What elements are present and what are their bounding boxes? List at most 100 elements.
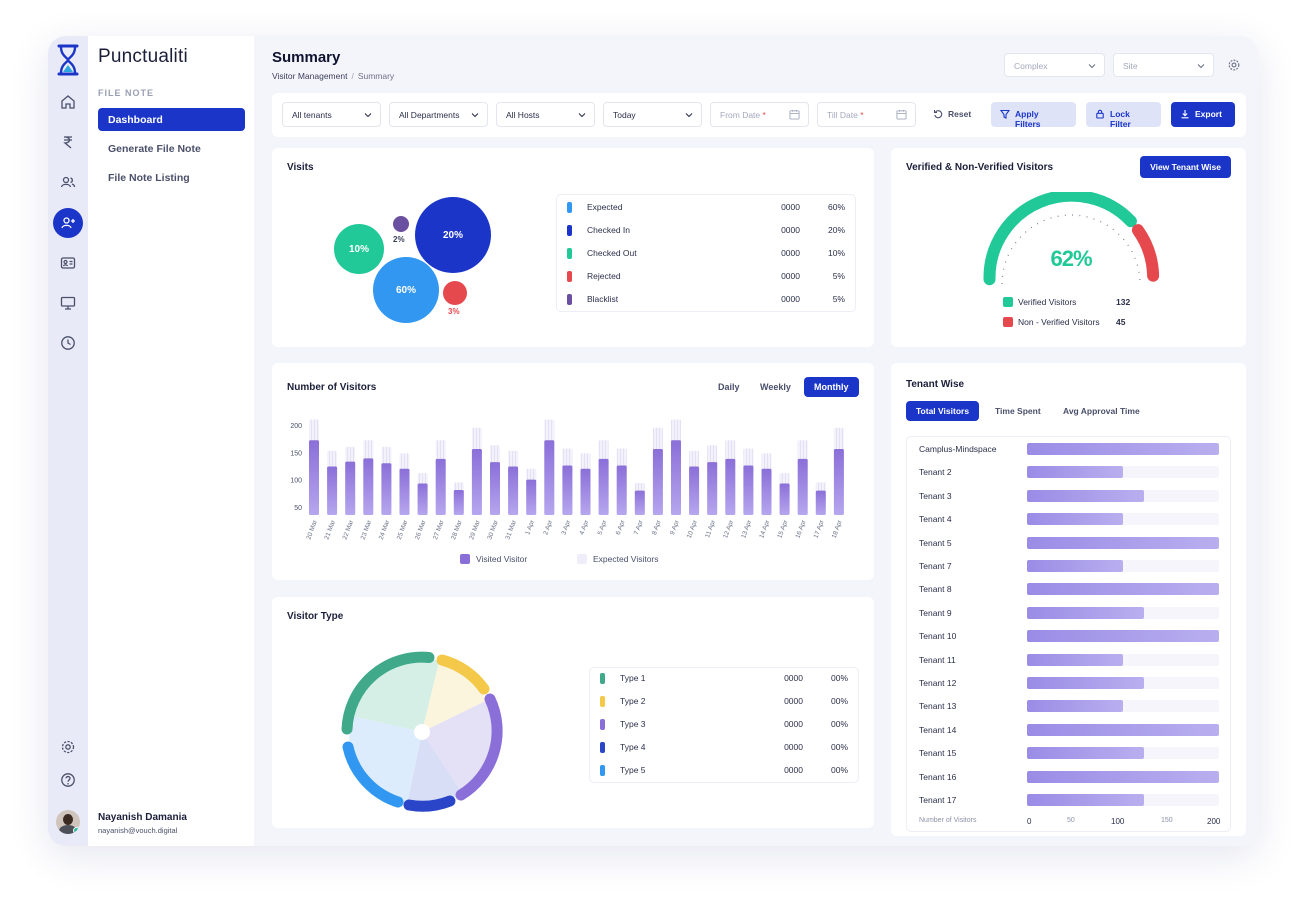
x-tick-label: 12 Apr — [722, 519, 735, 540]
tenant-name: Tenant 17 — [919, 795, 957, 805]
period-select[interactable]: Today — [603, 102, 702, 127]
legend-percent: 00% — [830, 673, 848, 683]
help-icon[interactable] — [58, 770, 78, 790]
legend-value: 132 — [1116, 297, 1131, 307]
legend-swatch — [600, 696, 605, 707]
legend-percent: 5% — [832, 294, 845, 304]
legend-name: Checked Out — [587, 248, 637, 258]
tenant-bar — [1027, 723, 1219, 736]
tenant-bar — [1027, 606, 1145, 619]
till-date-placeholder: Till Date — [827, 110, 858, 120]
tenant-bar — [1027, 677, 1145, 689]
departments-select[interactable]: All Departments — [389, 102, 488, 127]
tenant-bar — [1027, 489, 1145, 502]
bubble-blacklist — [393, 216, 409, 232]
lock-filter-button[interactable]: Lock Filter — [1086, 102, 1161, 129]
settings-icon[interactable] — [58, 737, 78, 757]
till-date-field[interactable]: Till Date * — [817, 102, 916, 127]
legend-swatch — [567, 294, 572, 305]
legend-count: 0000 — [781, 202, 800, 212]
site-select[interactable]: Site — [1113, 53, 1214, 77]
chevron-down-icon — [685, 113, 693, 118]
legend-percent: 20% — [827, 225, 845, 235]
user-avatar[interactable] — [56, 810, 80, 834]
tab-total-visitors[interactable]: Total Visitors — [906, 401, 980, 421]
tab-time-spent[interactable]: Time Spent — [995, 406, 1041, 416]
tenant-name: Tenant 10 — [919, 631, 957, 642]
nav-item-dashboard[interactable]: Dashboard — [98, 108, 245, 131]
visits-title: Visits — [287, 162, 314, 173]
tenant-row: Tenant 7 — [919, 560, 1219, 574]
tab-weekly[interactable]: Weekly — [760, 382, 791, 392]
visited-visitor-bar — [417, 483, 428, 515]
legend-name: Non - Verified Visitors — [1018, 317, 1100, 327]
x-tick-label: 11 Apr — [704, 519, 717, 539]
reset-button[interactable]: Reset — [924, 102, 984, 127]
tenant-bar — [1027, 583, 1219, 596]
monitor-icon[interactable] — [58, 293, 78, 313]
tenant-bar-track — [1027, 630, 1219, 643]
x-tick-label: 17 Apr — [813, 519, 826, 540]
legend-name: Blacklist — [587, 294, 619, 304]
tenants-select[interactable]: All tenants — [282, 102, 381, 127]
view-tenant-wise-button[interactable]: View Tenant Wise — [1140, 156, 1231, 178]
x-tick-label: 10 Apr — [686, 519, 699, 540]
side-navigation: Punctualiti FILE NOTE Dashboard Generate… — [88, 36, 254, 846]
verified-title: Verified & Non-Verified Visitors — [906, 162, 1054, 173]
main-content: Summary Visitor Management / Summary Compl… — [254, 36, 1258, 846]
nav-item-file-note-listing[interactable]: File Note Listing — [108, 172, 190, 184]
x-tick-100: 100 — [1111, 817, 1125, 826]
download-icon — [1181, 110, 1189, 119]
tab-daily[interactable]: Daily — [718, 382, 740, 392]
hosts-select[interactable]: All Hosts — [496, 102, 595, 127]
apply-filters-button[interactable]: Apply Filters — [991, 102, 1076, 129]
tenant-bar — [1027, 466, 1123, 479]
id-card-icon[interactable] — [58, 253, 78, 273]
rupee-icon[interactable] — [58, 132, 78, 152]
visited-visitor-bar — [833, 449, 844, 515]
tenant-name: Tenant 13 — [919, 701, 957, 712]
nav-item-generate-file-note[interactable]: Generate File Note — [108, 143, 201, 155]
tenant-bar-track — [1027, 466, 1219, 479]
visited-visitor-bar — [309, 440, 319, 515]
complex-select[interactable]: Complex — [1004, 53, 1105, 77]
tenant-wise-title: Tenant Wise — [906, 379, 965, 390]
type5-slice — [348, 715, 422, 804]
tenant-row: Tenant 4 — [919, 513, 1219, 527]
export-button[interactable]: Export — [1171, 102, 1235, 127]
visitor-management-icon[interactable] — [53, 208, 83, 238]
legend-name: Type 3 — [620, 719, 646, 729]
tenant-row: Tenant 14 — [919, 723, 1219, 738]
breadcrumb-visitor-management[interactable]: Visitor Management — [272, 71, 348, 81]
legend-row-blacklist: Blacklist 0000 5% — [567, 293, 845, 307]
clock-icon[interactable] — [58, 333, 78, 353]
tenant-wise-chart: Number of Visitors 0 50 100 150 200 Camp… — [906, 436, 1231, 832]
from-date-field[interactable]: From Date * — [710, 102, 809, 127]
legend-percent: 60% — [827, 202, 845, 212]
y-tick-label: 200 — [290, 423, 302, 430]
tab-avg-approval-time[interactable]: Avg Approval Time — [1063, 406, 1140, 416]
x-tick-label: 15 Apr — [776, 519, 789, 540]
visited-visitor-bar — [707, 462, 718, 515]
users-icon[interactable] — [58, 172, 78, 192]
export-label: Export — [1195, 109, 1222, 119]
chevron-down-icon — [578, 113, 586, 118]
hourglass-logo-icon[interactable] — [57, 44, 79, 76]
number-of-visitors-card: Number of Visitors Daily Weekly Monthly … — [272, 363, 874, 580]
apply-filters-label: Apply Filters — [1015, 109, 1041, 129]
tab-monthly[interactable]: Monthly — [804, 377, 859, 397]
tenant-name: Tenant 16 — [919, 771, 957, 782]
visited-visitor-bar — [797, 458, 808, 515]
visited-visitor-bar — [399, 468, 410, 515]
x-tick-label: 26 Mar — [414, 519, 428, 541]
tenant-row: Tenant 8 — [919, 583, 1219, 597]
bubble-rejected — [443, 281, 467, 305]
visited-visitor-bar — [453, 490, 464, 515]
tenant-row: Tenant 9 — [919, 606, 1219, 621]
settings-gear-icon[interactable] — [1227, 58, 1241, 72]
type4-slice — [407, 732, 463, 806]
home-icon[interactable] — [58, 92, 78, 112]
x-tick-label: 20 Mar — [305, 519, 319, 541]
legend-name: Type 5 — [620, 765, 646, 775]
x-tick-label: 14 Apr — [758, 519, 771, 540]
